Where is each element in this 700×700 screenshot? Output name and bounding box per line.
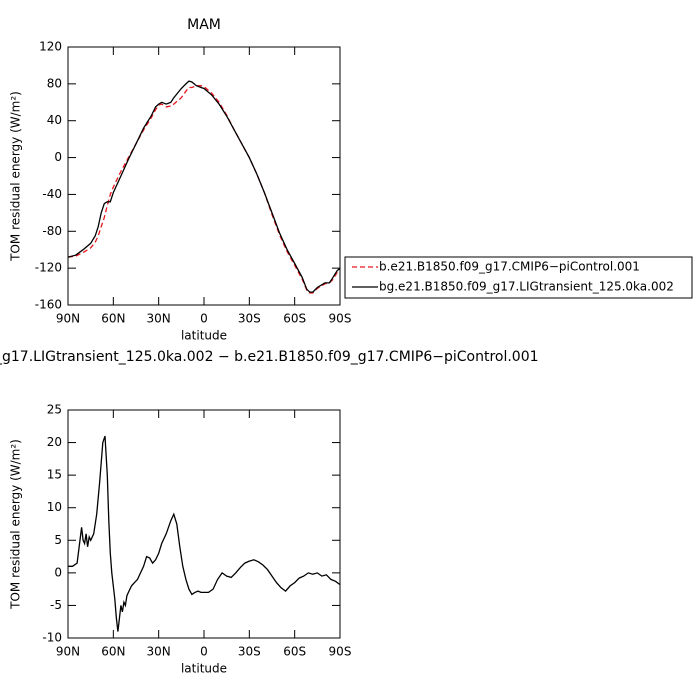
y-tick-label: 20 — [47, 435, 62, 449]
x-tick-label: 60S — [283, 645, 306, 659]
y-tick-label: -80 — [42, 224, 62, 238]
legend-box — [344, 256, 693, 299]
x-tick-label: 0 — [200, 312, 208, 326]
y-tick-label: 10 — [47, 500, 62, 514]
y-tick-label: -5 — [50, 598, 62, 612]
x-tick-label: 90S — [329, 312, 352, 326]
y-tick-label: 25 — [47, 403, 62, 417]
y-tick-label: 80 — [47, 76, 62, 90]
x-tick-label: 60S — [283, 312, 306, 326]
x-tick-label: 30N — [147, 312, 171, 326]
y-axis-label: TOM residual energy (W/m²) — [9, 439, 23, 610]
legend-label: b.e21.B1850.f09_g17.CMIP6−piControl.001 — [379, 260, 640, 274]
x-tick-label: 60N — [101, 645, 125, 659]
data-line — [67, 80, 341, 293]
x-axis-label: latitude — [181, 329, 227, 343]
y-tick-label: 5 — [54, 533, 62, 547]
chart-title: MAM — [187, 17, 221, 33]
x-tick-label: 30N — [147, 645, 171, 659]
y-axis-label: TOM residual energy (W/m²) — [9, 91, 23, 262]
x-tick-label: 90N — [56, 645, 80, 659]
y-tick-label: 15 — [47, 468, 62, 482]
y-tick-label: 40 — [47, 113, 62, 127]
x-tick-label: 30S — [238, 312, 261, 326]
plot-frame — [67, 46, 341, 306]
y-tick-label: -160 — [35, 298, 62, 312]
x-tick-label: 60N — [101, 312, 125, 326]
x-axis-label: latitude — [181, 662, 227, 676]
x-tick-label: 90N — [56, 312, 80, 326]
y-tick-label: 0 — [54, 150, 62, 164]
x-tick-label: 90S — [329, 645, 352, 659]
x-tick-label: 30S — [238, 645, 261, 659]
legend-label: bg.e21.B1850.f09_g17.LIGtransient_125.0k… — [379, 280, 674, 294]
data-line — [67, 85, 341, 294]
y-tick-label: 120 — [39, 40, 62, 54]
y-tick-label: -40 — [42, 187, 62, 201]
y-tick-label: -120 — [35, 261, 62, 275]
chart-title: bg.e21.B1850.f09_g17.LIGtransient_125.0k… — [0, 349, 539, 365]
x-tick-label: 0 — [200, 645, 208, 659]
y-tick-label: 0 — [54, 565, 62, 579]
plot-frame — [67, 409, 341, 639]
y-tick-label: -10 — [42, 631, 62, 645]
data-line — [68, 435, 341, 632]
